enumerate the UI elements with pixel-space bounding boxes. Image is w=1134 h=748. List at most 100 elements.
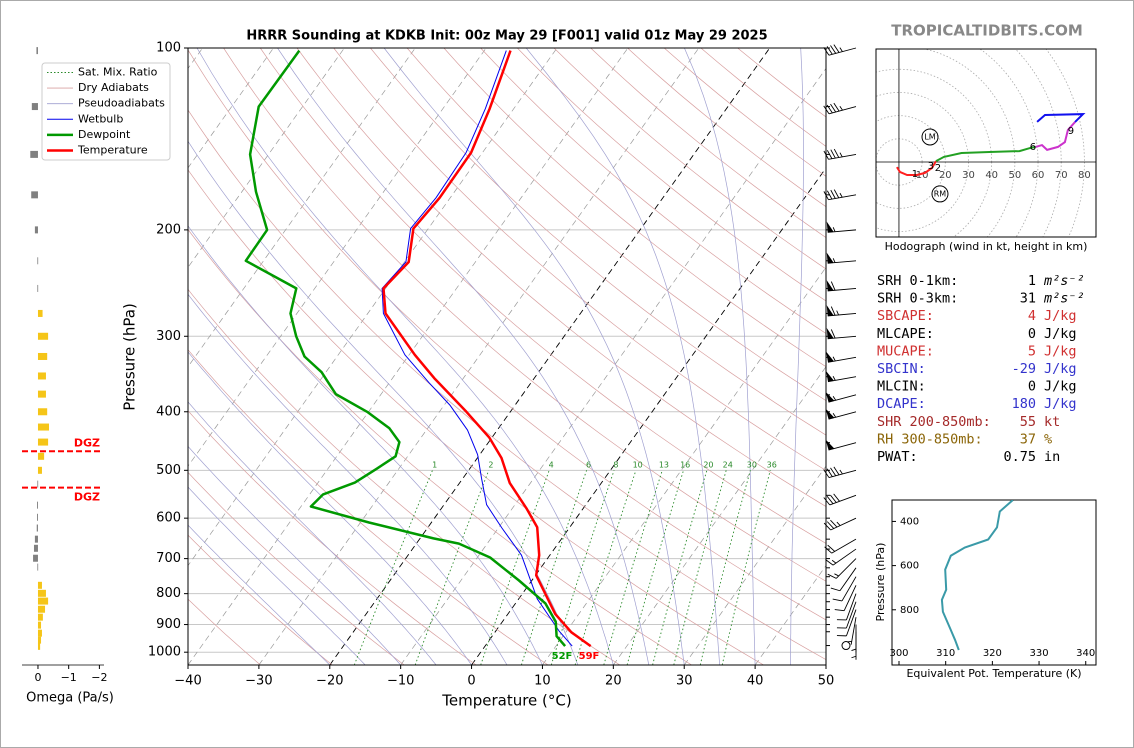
wind-barb [836,601,857,629]
parameter-unit: % [1044,431,1052,447]
hodograph-tick-label: 80 [1078,170,1091,181]
pseudoadiabat [196,48,614,665]
wind-barb [825,548,857,566]
omega-bar [37,372,46,380]
wind-barb [824,538,857,554]
y-tick-label: 100 [156,41,181,56]
thetae-area [940,500,1014,651]
dry-adiabat [370,48,826,436]
omega-bar [31,103,38,111]
thetae-line [940,500,1014,651]
omega-bar [36,47,38,55]
omega-bar [37,352,48,360]
thetae-frame [891,499,1097,666]
pseudoadiabat [188,445,401,665]
omega-bar [37,284,39,292]
dry-adiabat [517,48,826,302]
wind-barb [826,351,857,363]
dry-adiabat [480,48,826,334]
y-tick-label: 200 [156,222,181,237]
wind-barb [825,391,857,403]
parameter-value: 0 [1028,379,1036,395]
wind-barb [826,280,857,292]
wind-barb [825,439,857,451]
x-tick-label: 330 [1030,648,1049,659]
wind-barb [826,371,857,383]
parameter-value: 4 [1028,308,1036,324]
omega-bar [37,636,42,644]
parameter-value: 180 [1012,396,1036,412]
parameter-label: MUCAPE: [877,343,934,359]
mixing-ratio-label: 24 [723,461,733,470]
y-tick-label: 500 [156,463,181,478]
dry-adiabat [627,48,826,208]
dgz-label: DGZ [74,436,100,449]
pseudoadiabat [277,48,650,665]
thetae-y-label: Pressure (hPa) [874,543,887,622]
omega-bar [37,613,43,621]
wind-barb [836,609,857,637]
dry-adiabat [260,48,826,544]
omega-bar [36,524,38,532]
wind-barb [834,585,857,612]
hodograph-tick-label: 20 [939,170,952,181]
hodograph-tick-label: 10 [916,170,929,181]
height-label: 3 [928,161,934,172]
omega-bar [37,423,50,431]
dry-adiabat [223,48,826,582]
profile-line [382,50,592,648]
wind-barb [851,631,857,660]
parameter-value: 0 [1028,326,1036,342]
mixing-ratio-label: 13 [659,461,669,470]
profile-line [244,49,567,647]
parameter-unit: J/kg [1044,343,1077,359]
omega-bar [37,452,45,460]
x-tick-label: 0 [467,674,475,689]
parameter-label: PWAT: [877,449,918,465]
x-tick-label: 30 [676,674,693,689]
mixing-ratio-line [626,470,684,665]
wind-barb [823,466,857,478]
omega-bar [37,597,49,605]
dry-adiabat [553,48,826,270]
dry-adiabat [188,228,692,665]
hodograph-frame [875,48,1097,238]
hodograph-line [1035,121,1076,152]
omega-bar [34,226,38,234]
parameter-label: SBCAPE: [877,308,934,324]
chart-title: HRRR Sounding at KDKB Init: 00z May 29 [… [246,29,767,44]
omega-bar [33,554,38,562]
parameter-value: -29 [1012,361,1036,377]
x-axis-label: Temperature (°C) [441,692,571,710]
mixing-ratio-label: 16 [680,461,690,470]
dry-adiabat [188,410,477,665]
parameter-label: MLCAPE: [877,326,934,342]
mixing-ratio-line [520,470,588,665]
wind-barb [823,517,857,531]
mixing-ratio-label: 20 [703,461,713,470]
wind-barb [825,408,857,420]
isotherm [258,48,700,665]
highlight-isotherm [329,48,771,665]
isotherm [188,48,487,467]
plot-frame [187,47,827,666]
dry-adiabat [188,169,764,665]
mixing-ratio-label: 4 [549,461,554,470]
mixing-ratio-label: 6 [586,461,591,470]
y-tick-label: 900 [156,617,181,632]
dry-adiabat [188,109,826,661]
omega-bar [37,642,41,650]
storm-motion-marker [931,185,949,203]
wind-barb [823,44,857,56]
parameter-value: 37 [1020,431,1036,447]
thetae-x-label: Equivalent Pot. Temperature (K) [906,667,1081,680]
pseudoadiabat [684,48,756,665]
isotherm [188,48,274,169]
hodograph-area: 10 20 30 40 50 60 70 80 13 2 6 9 LM RM [876,49,1096,237]
pseudoadiabat [188,401,437,665]
dry-adiabat [663,48,826,177]
dry-adiabat [296,48,826,507]
height-label: 1 [912,169,918,180]
legend-label: Dewpoint [78,128,131,141]
